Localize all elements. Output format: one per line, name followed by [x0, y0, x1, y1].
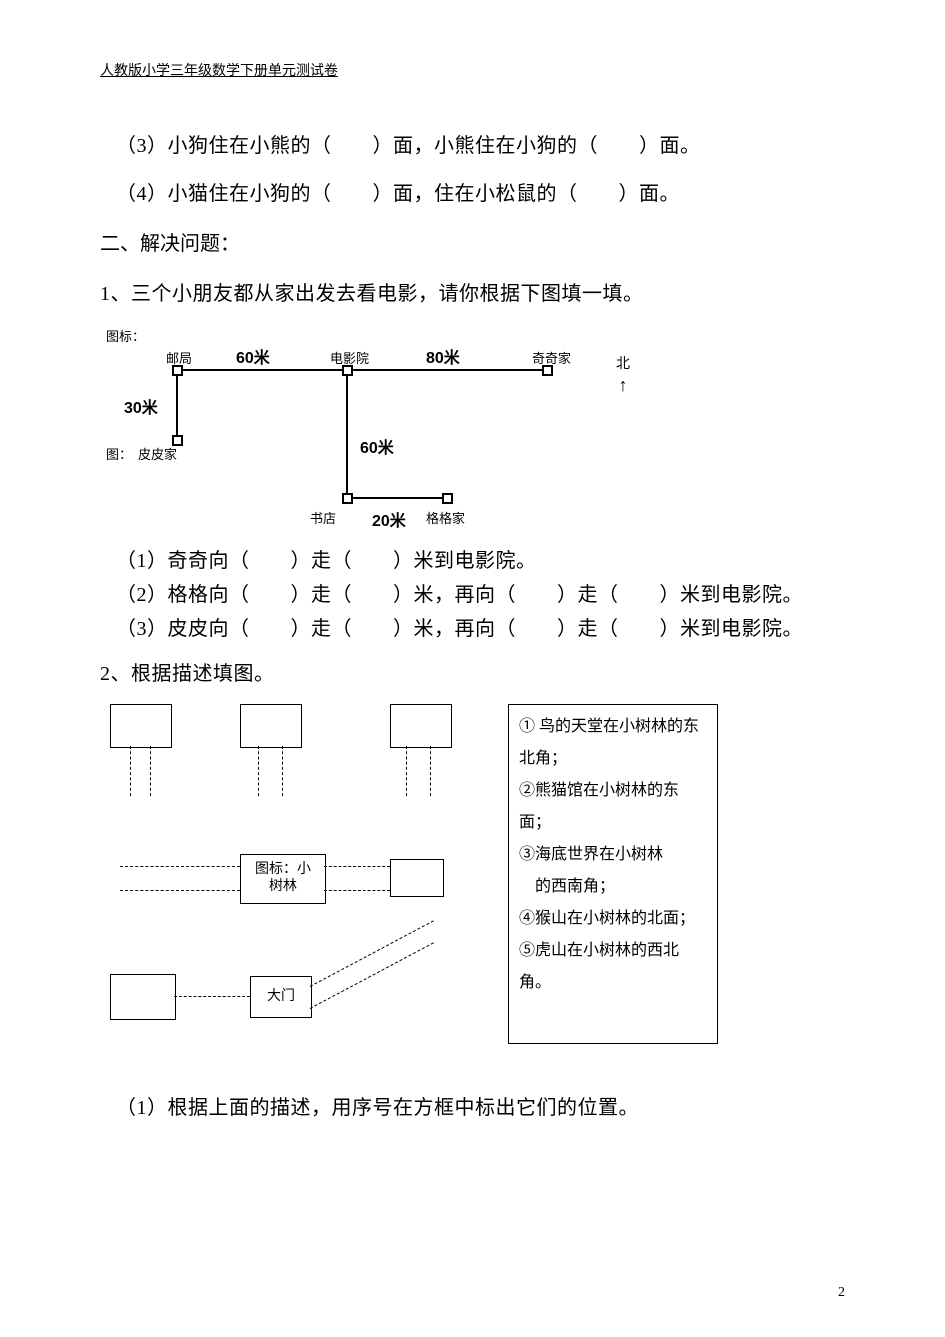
dash-h-left-bot [120, 890, 240, 891]
question-3: （3）小狗住在小熊的（ ）面，小熊住在小狗的（ ）面。 [100, 122, 845, 170]
box-center-forest: 图标：小 树林 [240, 854, 326, 904]
dash-h-left-top [120, 866, 240, 867]
label-qiqi: 奇奇家 [532, 348, 571, 367]
box-top-left[interactable] [110, 704, 172, 748]
page-number: 2 [838, 1285, 845, 1301]
map-line-left [176, 369, 178, 439]
dash-slant-1 [310, 920, 434, 987]
dash-v-tr2 [430, 746, 431, 796]
page: 人教版小学三年级数学下册单元测试卷 （3）小狗住在小熊的（ ）面，小熊住在小狗的… [0, 0, 945, 1337]
desc-3: ③海底世界在小树林 [519, 839, 707, 871]
desc-4: ④猴山在小树林的北面； [519, 903, 707, 935]
dist-20: 20米 [372, 507, 406, 531]
map-line-bottom [346, 497, 446, 499]
dash-v-tm1 [258, 746, 259, 796]
desc-5: ⑤虎山在小树林的西北角。 [519, 935, 707, 999]
desc-3b: 的西南角； [519, 871, 707, 903]
dash-v-tr1 [406, 746, 407, 796]
node-gege [442, 493, 453, 504]
label-pipi: 皮皮家 [138, 444, 177, 463]
box-gate: 大门 [250, 976, 312, 1018]
dash-v-tl2 [150, 746, 151, 796]
problem-1-sub1: （1）奇奇向（ ）走（ ）米到电影院。 [100, 544, 845, 578]
problem-1-stem: 1、三个小朋友都从家出发去看电影，请你根据下图填一填。 [100, 270, 845, 318]
dist-30: 30米 [124, 394, 158, 418]
dist-80: 80米 [426, 344, 460, 368]
problem-1-sub2: （2）格格向（ ）走（ ）米，再向（ ）走（ ）米到电影院。 [100, 578, 845, 612]
dist-60b: 60米 [360, 434, 394, 458]
north-label: 北 [616, 356, 630, 374]
center-label: 图标：小 树林 [255, 862, 311, 896]
label-gege: 格格家 [426, 508, 465, 527]
dash-h-right-top [324, 866, 390, 867]
figure-2-row: 图标：小 树林 大门 ① 鸟的天堂在小树林的东北角； ②熊猫馆在小树林的东面； … [100, 704, 845, 1044]
north-arrow-icon: ↑ [616, 374, 630, 397]
label-postoffice: 邮局 [166, 348, 192, 367]
dash-v-tm2 [282, 746, 283, 796]
problem-2-stem: 2、根据描述填图。 [100, 650, 845, 698]
map-line-mid [346, 369, 348, 499]
desc-1: ① 鸟的天堂在小树林的东北角； [519, 711, 707, 775]
question-4: （4）小猫住在小狗的（ ）面，住在小松鼠的（ ）面。 [100, 170, 845, 218]
dist-60a: 60米 [236, 344, 270, 368]
box-mid-right[interactable] [390, 859, 444, 897]
node-bookstore [342, 493, 353, 504]
label-cinema: 电影院 [330, 348, 369, 367]
problem-1-sub3: （3）皮皮向（ ）走（ ）米，再向（ ）走（ ）米到电影院。 [100, 612, 845, 646]
gate-label: 大门 [267, 989, 295, 1006]
box-top-mid[interactable] [240, 704, 302, 748]
figure-1-map: 图标： 邮局 电影院 奇奇家 图： 皮皮家 书店 格格家 60米 80米 30米… [106, 326, 666, 536]
page-header: 人教版小学三年级数学下册单元测试卷 [100, 60, 845, 80]
box-top-right[interactable] [390, 704, 452, 748]
section-2-heading: 二、解决问题： [100, 218, 845, 270]
label-bookstore: 书店 [310, 508, 336, 527]
dash-v-tl1 [130, 746, 131, 796]
map-line-top [176, 369, 546, 371]
box-bot-left[interactable] [110, 974, 176, 1020]
dash-h-bottom [174, 996, 250, 997]
problem-2-sub1: （1）根据上面的描述，用序号在方框中标出它们的位置。 [100, 1084, 845, 1132]
north-indicator: 北 ↑ [616, 356, 630, 398]
description-box: ① 鸟的天堂在小树林的东北角； ②熊猫馆在小树林的东面； ③海底世界在小树林 的… [508, 704, 718, 1044]
label-tu: 图： [106, 444, 132, 463]
icon-legend-label: 图标： [106, 326, 145, 345]
desc-2: ②熊猫馆在小树林的东面； [519, 775, 707, 839]
figure-2-diagram: 图标：小 树林 大门 [100, 704, 490, 1044]
dash-h-right-bot [324, 890, 390, 891]
